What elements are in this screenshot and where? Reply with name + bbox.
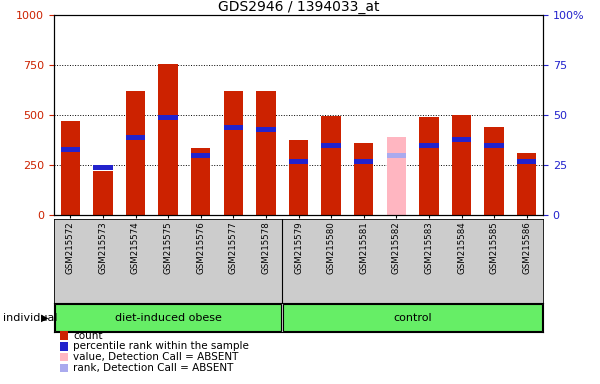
Text: GSM215578: GSM215578 <box>262 222 271 274</box>
Text: GSM215579: GSM215579 <box>294 222 303 274</box>
Bar <box>158 64 178 215</box>
Bar <box>93 165 113 170</box>
Bar <box>224 91 243 215</box>
Bar <box>452 137 471 142</box>
Bar <box>283 304 542 331</box>
Text: diet-induced obese: diet-induced obese <box>115 313 221 323</box>
Bar <box>419 143 439 148</box>
Bar <box>386 137 406 215</box>
Text: count: count <box>73 331 103 341</box>
Text: GSM215580: GSM215580 <box>326 222 335 274</box>
Text: GSM215585: GSM215585 <box>490 222 499 274</box>
Bar <box>289 159 308 164</box>
Text: GSM215583: GSM215583 <box>424 222 433 274</box>
Bar <box>61 147 80 152</box>
Bar <box>484 143 504 148</box>
Bar <box>354 159 373 164</box>
Text: GSM215576: GSM215576 <box>196 222 205 274</box>
Bar <box>289 140 308 215</box>
Text: GSM215581: GSM215581 <box>359 222 368 274</box>
Text: GSM215582: GSM215582 <box>392 222 401 274</box>
Bar <box>158 115 178 120</box>
Bar <box>517 153 536 215</box>
Text: control: control <box>393 313 432 323</box>
Bar <box>126 91 145 215</box>
Text: individual: individual <box>3 313 58 323</box>
Text: percentile rank within the sample: percentile rank within the sample <box>73 341 249 351</box>
Bar <box>354 143 373 215</box>
Bar <box>61 121 80 215</box>
Bar <box>224 125 243 130</box>
Bar <box>322 116 341 215</box>
Bar <box>322 143 341 148</box>
Bar <box>517 159 536 164</box>
Bar <box>419 117 439 215</box>
Text: GSM215577: GSM215577 <box>229 222 238 274</box>
Bar <box>452 115 471 215</box>
Text: rank, Detection Call = ABSENT: rank, Detection Call = ABSENT <box>73 363 233 373</box>
Text: GSM215586: GSM215586 <box>522 222 531 274</box>
Bar <box>191 153 211 158</box>
Text: GSM215572: GSM215572 <box>66 222 75 274</box>
Text: ▶: ▶ <box>41 313 49 323</box>
Bar <box>256 91 275 215</box>
Text: GSM215574: GSM215574 <box>131 222 140 274</box>
Bar <box>386 153 406 158</box>
Bar <box>93 171 113 215</box>
Text: GSM215584: GSM215584 <box>457 222 466 274</box>
Text: GSM215573: GSM215573 <box>98 222 107 274</box>
Bar <box>126 135 145 140</box>
Bar <box>191 148 211 215</box>
Text: GSM215575: GSM215575 <box>164 222 173 274</box>
Bar <box>55 304 281 331</box>
Title: GDS2946 / 1394033_at: GDS2946 / 1394033_at <box>218 0 379 14</box>
Bar <box>256 127 275 132</box>
Text: value, Detection Call = ABSENT: value, Detection Call = ABSENT <box>73 352 239 362</box>
Bar <box>484 127 504 215</box>
